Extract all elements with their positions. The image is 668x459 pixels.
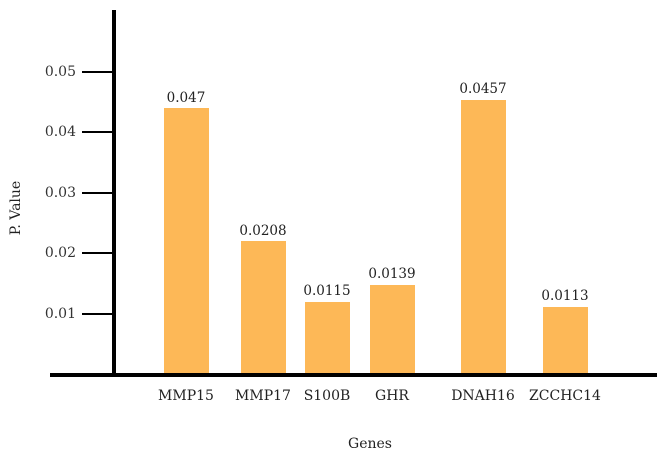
bar-value-label: 0.0115 bbox=[303, 283, 351, 299]
y-tick-mark bbox=[82, 71, 114, 73]
bar-value-label: 0.0457 bbox=[459, 81, 507, 97]
y-tick-mark bbox=[82, 252, 114, 254]
bar-mmp17 bbox=[241, 241, 286, 374]
x-axis bbox=[50, 373, 657, 377]
y-tick-mark bbox=[82, 313, 114, 315]
x-category-label: MMP17 bbox=[235, 388, 291, 404]
bar-value-label: 0.047 bbox=[166, 90, 206, 106]
y-tick-label: 0.01 bbox=[44, 306, 76, 322]
x-category-label: GHR bbox=[375, 388, 409, 404]
bar-mmp15 bbox=[164, 108, 209, 374]
x-category-label: MMP15 bbox=[158, 388, 214, 404]
x-category-label: ZCCHC14 bbox=[529, 388, 601, 404]
y-tick-label: 0.03 bbox=[44, 185, 76, 201]
bar-value-label: 0.0113 bbox=[541, 288, 589, 304]
x-category-label: S100B bbox=[303, 388, 351, 404]
x-category-label: DNAH16 bbox=[451, 388, 515, 404]
bar-s100b bbox=[305, 302, 350, 374]
y-tick-mark bbox=[82, 192, 114, 194]
x-axis-label: Genes bbox=[348, 436, 392, 452]
bar-zcchc14 bbox=[543, 307, 588, 374]
y-axis bbox=[112, 10, 116, 377]
bar-value-label: 0.0208 bbox=[239, 223, 287, 239]
y-axis-label: P. Value bbox=[8, 180, 24, 236]
bar-dnah16 bbox=[461, 100, 506, 374]
y-tick-label: 0.04 bbox=[44, 124, 76, 140]
bar-value-label: 0.0139 bbox=[368, 266, 416, 282]
y-tick-label: 0.05 bbox=[44, 64, 76, 80]
y-tick-label: 0.02 bbox=[44, 245, 76, 261]
bar-ghr bbox=[370, 285, 415, 374]
y-tick-mark bbox=[82, 131, 114, 133]
